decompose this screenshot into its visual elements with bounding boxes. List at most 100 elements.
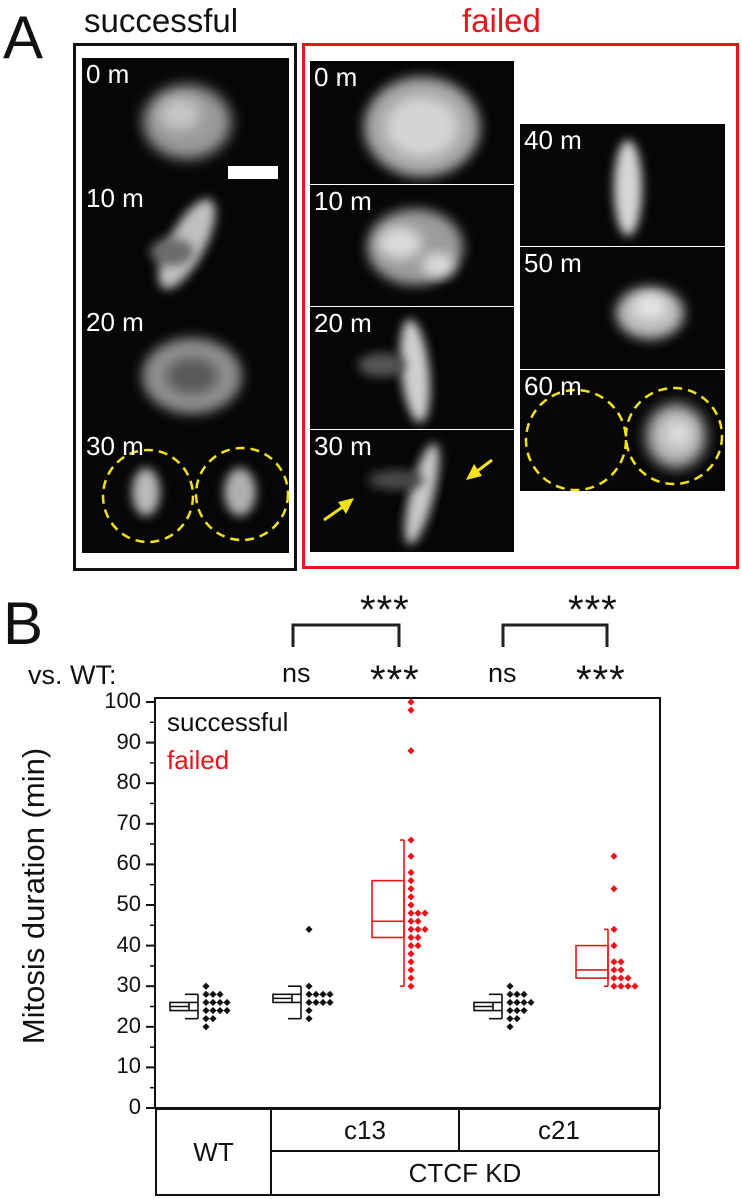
y-tick-label: 60: [116, 850, 141, 876]
data-point: [513, 1015, 521, 1023]
data-point: [414, 925, 422, 933]
time-label: 20 m: [86, 307, 144, 337]
category-table: [155, 1108, 660, 1196]
data-point: [414, 909, 422, 917]
data-point: [407, 852, 415, 860]
data-point: [319, 990, 327, 998]
failed-tile-30m: 30 m: [310, 430, 514, 552]
time-label: 20 m: [314, 308, 372, 338]
data-point: [513, 998, 521, 1007]
daughter-outline: [194, 446, 289, 542]
table-cell-c21: c21: [538, 1114, 580, 1145]
y-tick-label: 40: [116, 931, 141, 957]
data-point: [305, 990, 313, 998]
time-label: 40 m: [524, 125, 582, 155]
table-divider: [458, 1108, 460, 1151]
successful-tile-0m: 0 m: [82, 58, 289, 182]
box: [371, 879, 405, 939]
data-point: [407, 877, 415, 885]
table-divider: [270, 1108, 272, 1196]
data-point: [223, 998, 231, 1007]
y-tick-label: 10: [116, 1053, 141, 1079]
daughter-outline: [524, 388, 628, 491]
y-tick-label: 20: [116, 1012, 141, 1038]
data-point: [216, 1006, 224, 1015]
panel-b-letter: B: [3, 590, 44, 657]
data-point: [520, 990, 528, 998]
data-point: [326, 998, 334, 1007]
data-point: [506, 1015, 514, 1023]
data-point: [305, 925, 313, 933]
y-tick-label: 30: [116, 972, 141, 998]
legend-failed: failed: [167, 745, 230, 775]
data-point: [506, 1023, 514, 1031]
time-label: 10 m: [86, 183, 144, 213]
data-point: [305, 1015, 313, 1023]
successful-tile-20m: 20 m: [82, 306, 289, 430]
data-point: [407, 958, 415, 966]
data-point: [407, 933, 415, 942]
failed-tile-40m: 40 m: [520, 124, 725, 246]
failed-tile-0m: 0 m: [310, 61, 514, 184]
data-point: [223, 1006, 231, 1015]
data-point: [520, 998, 528, 1007]
data-point: [407, 698, 415, 706]
failed-tile-60m: 60 m: [520, 370, 725, 491]
data-point: [610, 966, 618, 974]
data-point: [407, 909, 415, 917]
failed-heading: failed: [462, 2, 541, 39]
data-point: [407, 917, 415, 925]
table-cell-wt: WT: [193, 1136, 234, 1167]
data-point: [631, 982, 639, 990]
y-tick-label: 0: [128, 1094, 141, 1119]
time-label: 50 m: [524, 248, 582, 278]
data-point: [407, 747, 415, 755]
data-point: [216, 998, 224, 1007]
data-point: [610, 942, 618, 950]
data-point: [617, 966, 625, 974]
scale-bar: [228, 166, 278, 179]
data-point: [513, 990, 521, 998]
data-point: [312, 990, 320, 998]
data-point: [202, 1006, 210, 1015]
data-points: [202, 698, 639, 1031]
data-point: [407, 893, 415, 901]
data-point: [610, 974, 618, 982]
vs-wt-label: vs. WT:: [28, 660, 117, 690]
vs-wt-c21-successful: ns: [488, 658, 517, 688]
data-point: [421, 925, 429, 933]
data-point: [527, 998, 535, 1007]
data-point: [414, 933, 422, 942]
vs-wt-c13-failed: ***: [370, 658, 420, 702]
data-point: [407, 974, 415, 982]
table-cell-ctcf-kd: CTCF KD: [408, 1157, 522, 1188]
data-point: [407, 706, 415, 714]
data-point: [202, 998, 210, 1007]
data-point: [617, 974, 625, 982]
data-point: [610, 982, 618, 990]
data-point: [506, 1006, 514, 1015]
data-point: [513, 1006, 521, 1015]
data-point: [202, 990, 210, 998]
y-tick-label: 70: [116, 809, 141, 835]
data-point: [407, 950, 415, 958]
data-point: [202, 982, 210, 990]
successful-tile-30m: 30 m: [82, 430, 289, 553]
vs-wt-c13-successful: ns: [282, 658, 311, 688]
data-point: [209, 1006, 217, 1015]
failed-tile-10m: 10 m: [310, 185, 514, 306]
data-point: [506, 982, 514, 990]
bracket-c21: [501, 623, 609, 647]
bracket-stat-c13: ***: [360, 588, 410, 632]
arrow: [475, 458, 493, 474]
data-point: [624, 982, 632, 990]
time-label: 30 m: [86, 431, 144, 461]
table-divider: [270, 1150, 660, 1152]
failed-tile-20m: 20 m: [310, 307, 514, 429]
data-point: [407, 925, 415, 933]
y-tick-label: 90: [116, 728, 141, 754]
data-point: [407, 901, 415, 909]
table-cell-c13: c13: [344, 1114, 386, 1145]
data-point: [610, 885, 618, 893]
